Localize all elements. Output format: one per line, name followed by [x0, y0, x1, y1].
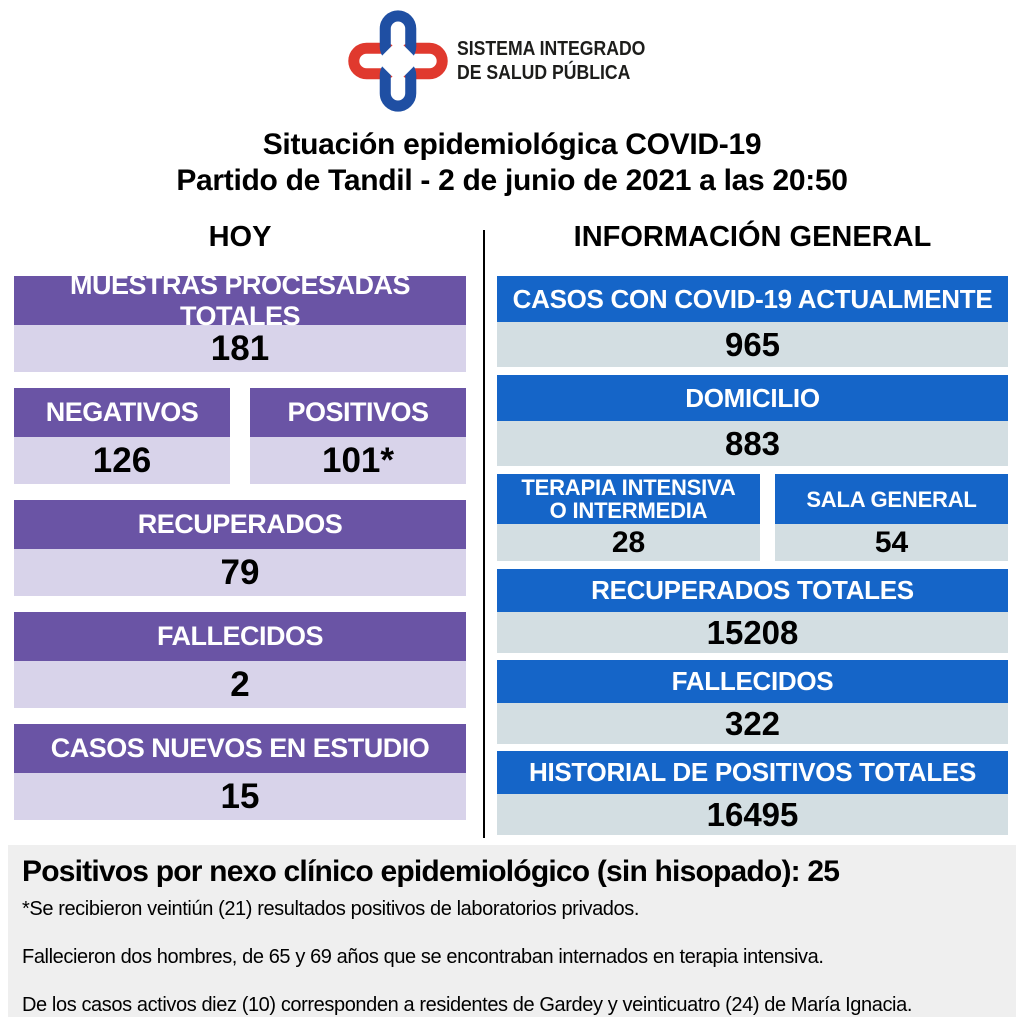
stat-muestras-value: 181 [14, 325, 466, 372]
stat-historial-positivos: HISTORIAL DE POSITIVOS TOTALES 16495 [497, 751, 1008, 835]
stat-positivos-label: POSITIVOS [250, 388, 466, 437]
stat-casos-nuevos-label: CASOS NUEVOS EN ESTUDIO [14, 724, 466, 773]
stat-casos-nuevos-value: 15 [14, 773, 466, 820]
stat-negativos-value: 126 [14, 437, 230, 484]
stat-domicilio-value: 883 [497, 421, 1008, 466]
logo-wordmark-line1: SISTEMA INTEGRADO [457, 37, 646, 61]
note-fallecidos-detalle: Fallecieron dos hombres, de 65 y 69 años… [22, 946, 824, 968]
stat-recuperados-totales-value: 15208 [497, 612, 1008, 653]
stat-sala-label: SALA GENERAL [775, 474, 1008, 524]
stat-negativos-positivos-row: NEGATIVOS 126 POSITIVOS 101* [14, 388, 466, 484]
stat-recuperados-totales-label: RECUPERADOS TOTALES [497, 569, 1008, 612]
logo-wordmark: SISTEMA INTEGRADO DE SALUD PÚBLICA [457, 37, 645, 85]
stat-negativos: NEGATIVOS 126 [14, 388, 230, 484]
health-system-chain-cross-icon [348, 10, 449, 112]
logo-wordmark-line2: DE SALUD PÚBLICA [457, 61, 631, 84]
stat-sala-general: SALA GENERAL 54 [775, 474, 1008, 561]
column-informacion-general: INFORMACIÓN GENERAL CASOS CON COVID-19 A… [497, 221, 1008, 842]
stat-fallecidos-hoy-label: FALLECIDOS [14, 612, 466, 661]
stat-fallecidos-totales-label: FALLECIDOS [497, 660, 1008, 703]
stat-fallecidos-totales-value: 322 [497, 703, 1008, 744]
page-title: Situación epidemiológica COVID-19 Partid… [0, 127, 1024, 199]
note-casos-localidades: De los casos activos diez (10) correspon… [22, 994, 912, 1016]
stat-domicilio: DOMICILIO 883 [497, 375, 1008, 466]
logo: SISTEMA INTEGRADO DE SALUD PÚBLICA [0, 8, 1024, 114]
stat-casos-actuales-label: CASOS CON COVID-19 ACTUALMENTE [497, 276, 1008, 322]
stat-fallecidos-totales: FALLECIDOS 322 [497, 660, 1008, 744]
stat-historial-value: 16495 [497, 794, 1008, 835]
stat-recuperados-hoy-value: 79 [14, 549, 466, 596]
stat-terapia-value: 28 [497, 524, 760, 561]
stat-terapia-label: TERAPIA INTENSIVA O INTERMEDIA [497, 474, 760, 524]
stat-positivos-value: 101* [250, 437, 466, 484]
column-hoy: HOY MUESTRAS PROCESADAS TOTALES 181 NEGA… [14, 221, 466, 836]
stat-casos-actuales: CASOS CON COVID-19 ACTUALMENTE 965 [497, 276, 1008, 367]
page-title-line1: Situación epidemiológica COVID-19 [262, 128, 762, 161]
stat-sala-value: 54 [775, 524, 1008, 561]
stat-positivos: POSITIVOS 101* [250, 388, 466, 484]
stat-terapia-label-line2: O INTERMEDIA [549, 498, 708, 523]
stat-fallecidos-hoy-value: 2 [14, 661, 466, 708]
stat-casos-actuales-value: 965 [497, 322, 1008, 367]
stat-negativos-label: NEGATIVOS [14, 388, 230, 437]
stat-recuperados-hoy-label: RECUPERADOS [14, 500, 466, 549]
stat-fallecidos-hoy: FALLECIDOS 2 [14, 612, 466, 708]
hoy-heading: HOY [208, 221, 272, 253]
stat-recuperados-totales: RECUPERADOS TOTALES 15208 [497, 569, 1008, 653]
page-title-line2: Partido de Tandil - 2 de junio de 2021 a… [176, 164, 848, 197]
stat-muestras-procesadas: MUESTRAS PROCESADAS TOTALES 181 [14, 270, 466, 372]
stat-internados-row: TERAPIA INTENSIVA O INTERMEDIA 28 SALA G… [497, 474, 1008, 561]
general-heading: INFORMACIÓN GENERAL [573, 221, 932, 253]
note-laboratorios-privados: *Se recibieron veintiún (21) resultados … [22, 898, 640, 920]
stat-terapia-intensiva: TERAPIA INTENSIVA O INTERMEDIA 28 [497, 474, 760, 561]
stat-muestras-label: MUESTRAS PROCESADAS TOTALES [14, 270, 466, 331]
stat-recuperados-hoy: RECUPERADOS 79 [14, 500, 466, 596]
stat-terapia-label-line1: TERAPIA INTENSIVA [521, 475, 736, 500]
column-divider [483, 230, 485, 838]
notes-panel: Positivos por nexo clínico epidemiológic… [8, 845, 1016, 1017]
notes-headline: Positivos por nexo clínico epidemiológic… [22, 855, 840, 888]
stat-historial-label: HISTORIAL DE POSITIVOS TOTALES [497, 751, 1008, 794]
stat-domicilio-label: DOMICILIO [497, 375, 1008, 421]
stat-casos-nuevos: CASOS NUEVOS EN ESTUDIO 15 [14, 724, 466, 820]
